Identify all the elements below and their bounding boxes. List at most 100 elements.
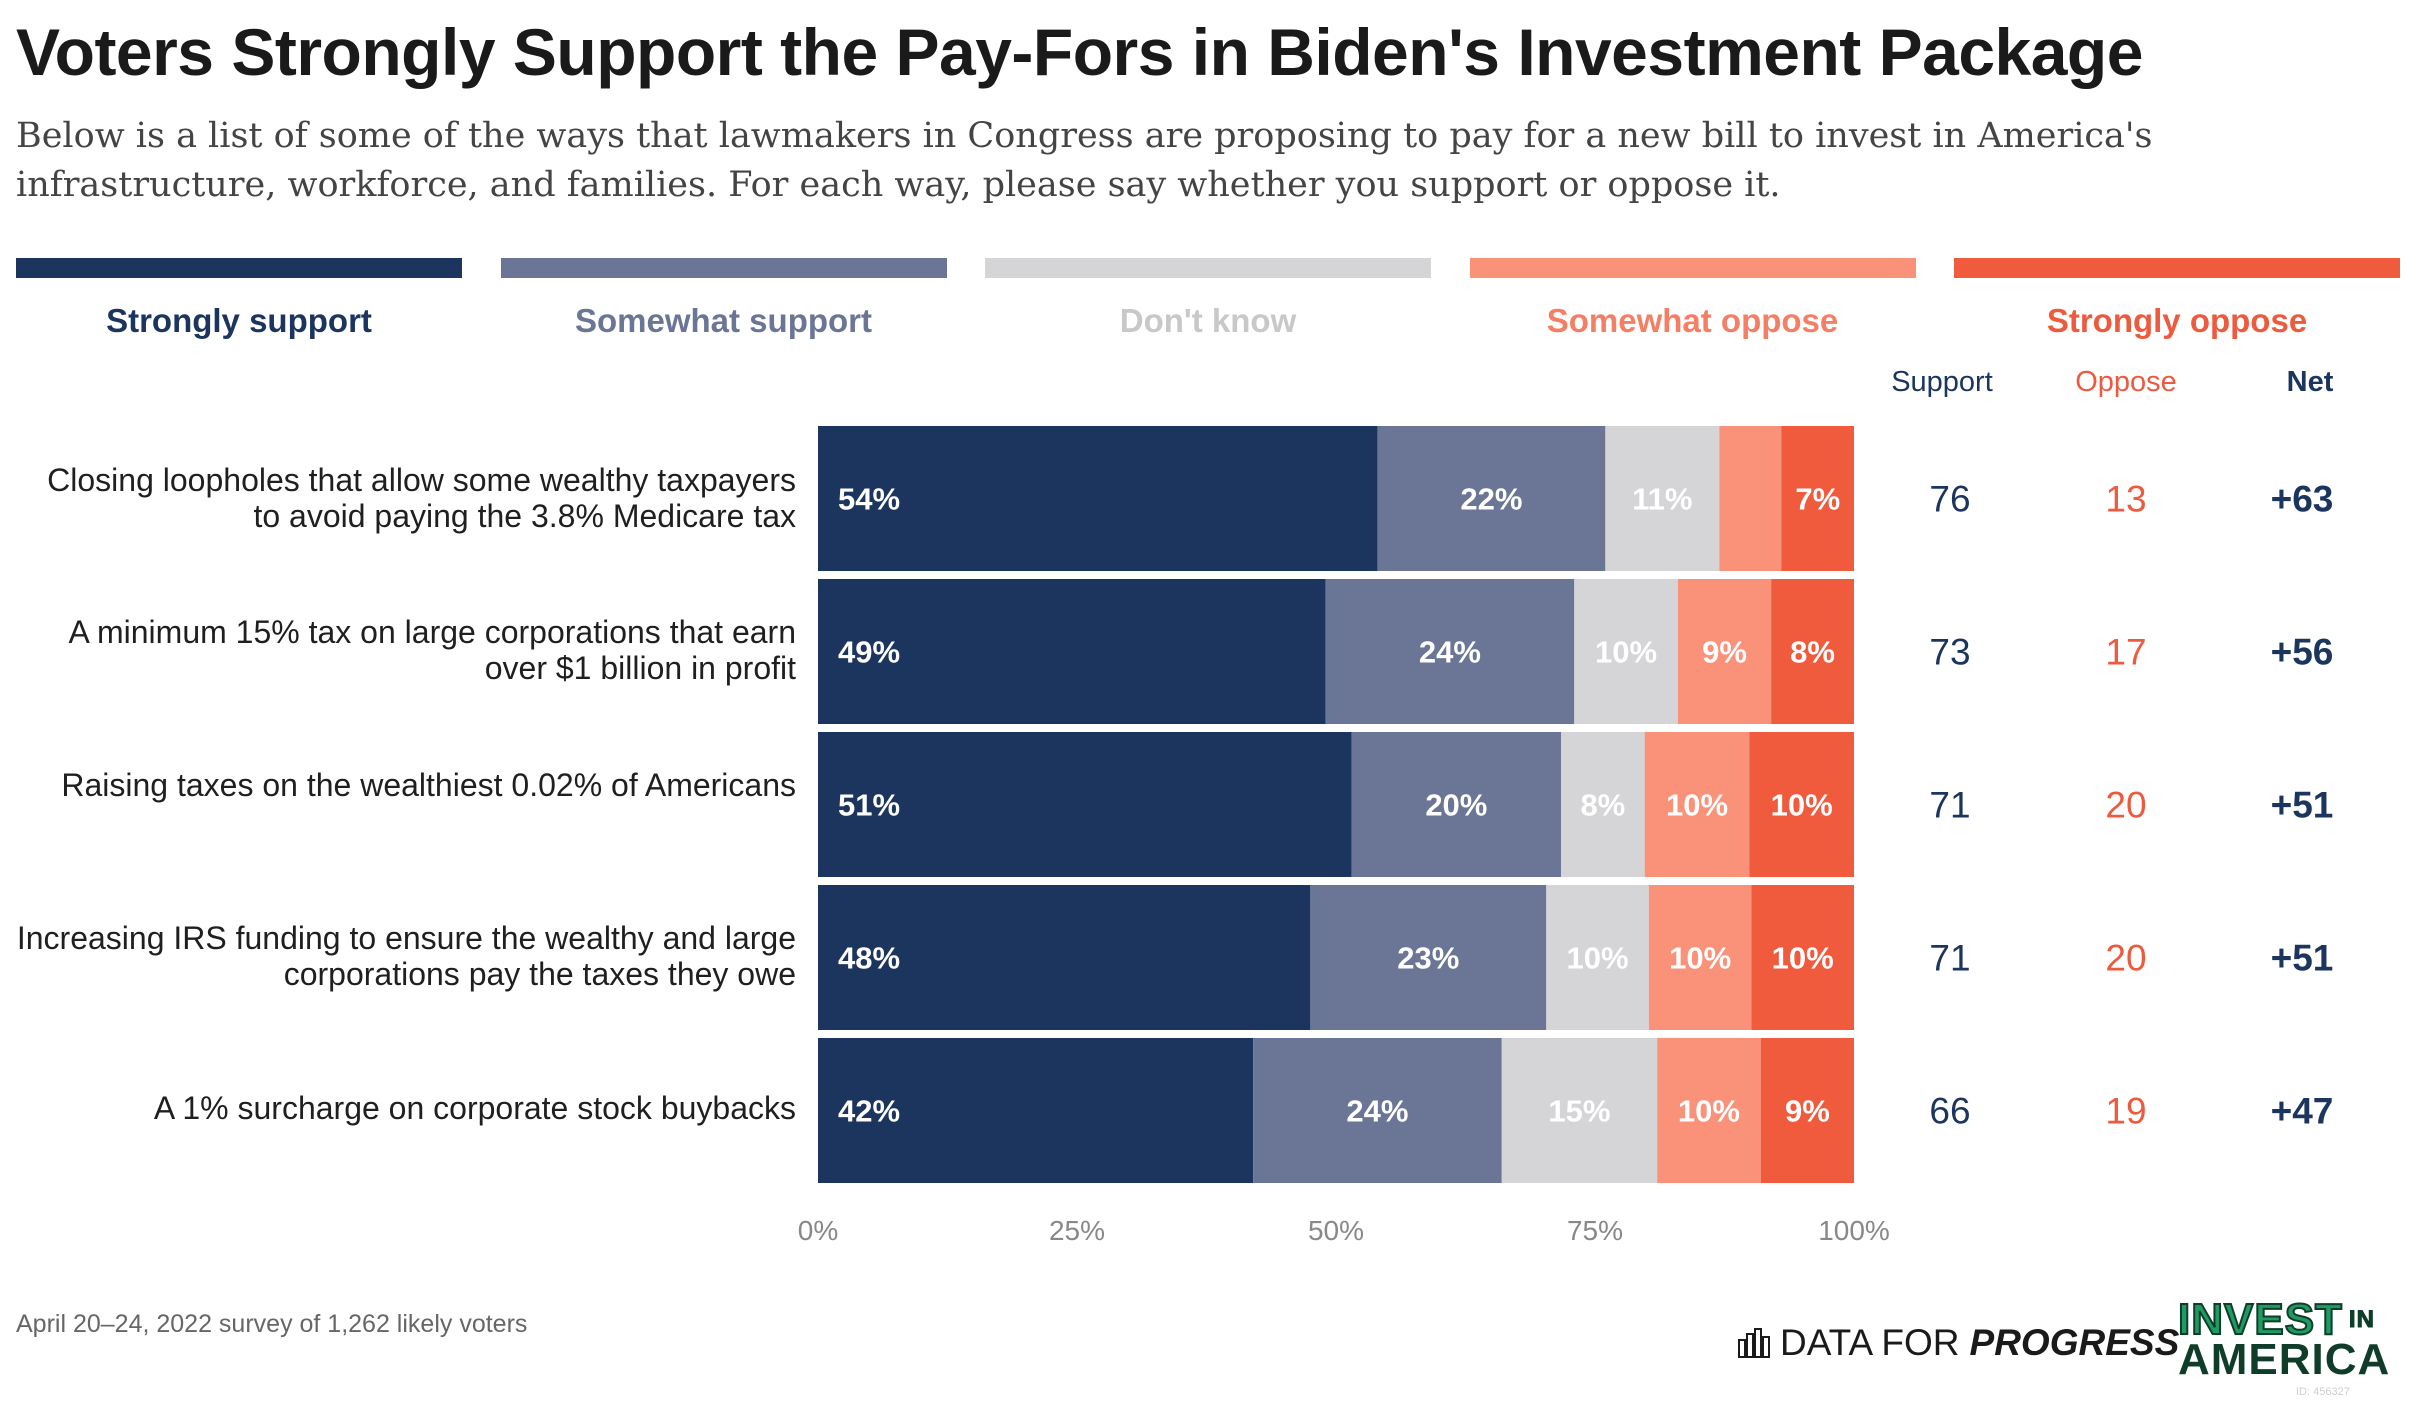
data-label: 48% (838, 941, 900, 976)
data-label: 10% (1666, 788, 1728, 823)
legend-item-strongly-support: Strongly support (16, 258, 462, 340)
net-value: +51 (2271, 938, 2334, 979)
legend-label: Don't know (1119, 302, 1297, 339)
bar-segment (818, 732, 1352, 877)
oppose-column-header: Oppose (2075, 366, 2177, 398)
data-label: 51% (838, 788, 900, 823)
bar-segment (1574, 579, 1678, 724)
x-tick-label: 25% (1049, 1215, 1105, 1246)
bar-segment (1310, 885, 1547, 1030)
support-value: 71 (1929, 938, 1970, 979)
bar-segment (1657, 1038, 1761, 1183)
invest-in-america-logo: INVEST IN AMERICA (2177, 1297, 2400, 1386)
legend-item-somewhat-support: Somewhat support (500, 258, 947, 340)
x-tick-label: 75% (1567, 1215, 1623, 1246)
bar-segment (1501, 1038, 1658, 1183)
bar-segment (1560, 732, 1645, 877)
support-value: 71 (1929, 785, 1970, 826)
x-tick-label: 0% (798, 1215, 838, 1246)
net-column-header: Net (2286, 366, 2334, 398)
bar-segment (1781, 426, 1854, 571)
net-value: +56 (2271, 632, 2334, 673)
logo-invest-text: INVEST (2177, 1295, 2343, 1344)
legend-swatch (1469, 258, 1916, 278)
bar-segment (1719, 426, 1782, 571)
data-label: 10% (1678, 1094, 1740, 1129)
bar-segment (1644, 732, 1750, 877)
data-label: 10% (1669, 941, 1731, 976)
bar-segment (1648, 885, 1752, 1030)
data-label: 9% (1785, 1094, 1830, 1129)
bar-segment (1751, 885, 1854, 1030)
data-label: 49% (838, 635, 900, 670)
data-label: 54% (838, 482, 900, 517)
bar-segment (818, 426, 1378, 571)
oppose-value: 20 (2105, 938, 2146, 979)
bar-segment (1351, 732, 1561, 877)
row-label: Increasing IRS funding to ensure the wea… (16, 920, 796, 992)
data-label: 15% (1548, 1094, 1610, 1129)
data-for-progress-logo: DATA FOR PROGRESS (1738, 1322, 2179, 1364)
legend-label: Somewhat support (574, 302, 873, 339)
data-label: 22% (1460, 482, 1522, 517)
net-value: +63 (2271, 479, 2334, 520)
legend-item-strongly-oppose: Strongly oppose (1954, 258, 2400, 340)
legend-swatch (1954, 258, 2400, 278)
logo-line-invest: INVEST IN (2177, 1297, 2400, 1343)
chart-subtitle: Below is a list of some of the ways that… (16, 116, 2153, 205)
bar-segment (1377, 426, 1606, 571)
logo-in-text: IN (2348, 1306, 2375, 1334)
data-label: 42% (838, 1094, 900, 1129)
data-label: 8% (1580, 788, 1625, 823)
bar-segment (818, 885, 1311, 1030)
dfp-text-emphasis: PROGRESS (1969, 1322, 2180, 1363)
data-label: 10% (1567, 941, 1629, 976)
logo-line-america: AMERICA (2178, 1335, 2391, 1384)
legend-label: Somewhat oppose (1546, 302, 1839, 339)
bar-segment (1325, 579, 1575, 724)
legend: Strongly support Somewhat support Don't … (16, 258, 2400, 340)
oppose-value: 20 (2105, 785, 2146, 826)
bar-segment (1546, 885, 1649, 1030)
bar-segment (1253, 1038, 1502, 1183)
net-value: +51 (2271, 785, 2334, 826)
data-label: 24% (1346, 1094, 1408, 1129)
data-label: 24% (1419, 635, 1481, 670)
support-value: 66 (1929, 1091, 1970, 1132)
legend-item-somewhat-oppose: Somewhat oppose (1469, 258, 1916, 340)
data-label: 8% (1790, 635, 1835, 670)
legend-label: Strongly oppose (2046, 302, 2308, 339)
support-value: 76 (1929, 479, 1970, 520)
support-column-header: Support (1891, 366, 1993, 398)
bar-segment (1677, 579, 1772, 724)
oppose-value: 13 (2105, 479, 2146, 520)
net-value: +47 (2271, 1091, 2334, 1132)
data-label: 10% (1595, 635, 1657, 670)
data-label: 10% (1772, 941, 1834, 976)
row-label: Raising taxes on the wealthiest 0.02% of… (61, 767, 796, 803)
support-value: 73 (1929, 632, 1970, 673)
bar-chart-icon (1738, 1328, 1770, 1358)
legend-swatch (16, 258, 462, 278)
oppose-value: 19 (2105, 1091, 2146, 1132)
chart-id: ID: 456327 (2296, 1386, 2350, 1398)
data-label: 7% (1795, 482, 1840, 517)
oppose-value: 17 (2105, 632, 2146, 673)
bar-segment (1605, 426, 1720, 571)
row-label: A 1% surcharge on corporate stock buybac… (153, 1090, 796, 1126)
survey-note: April 20–24, 2022 survey of 1,262 likely… (16, 1310, 528, 1338)
data-label: 20% (1425, 788, 1487, 823)
bar-segment (818, 1038, 1254, 1183)
data-label: 23% (1397, 941, 1459, 976)
row-label: Closing loopholes that allow some wealth… (47, 462, 796, 534)
x-tick-label: 50% (1308, 1215, 1364, 1246)
chart-title: Voters Strongly Support the Pay-Fors in … (16, 15, 2143, 89)
dfp-text: DATA FOR (1780, 1322, 1960, 1363)
legend-swatch (985, 258, 1431, 278)
legend-swatch (500, 258, 947, 278)
bar-segment (1771, 579, 1854, 724)
data-label: 11% (1632, 482, 1692, 517)
bar-segment (818, 579, 1326, 724)
bar-segment (1749, 732, 1854, 877)
